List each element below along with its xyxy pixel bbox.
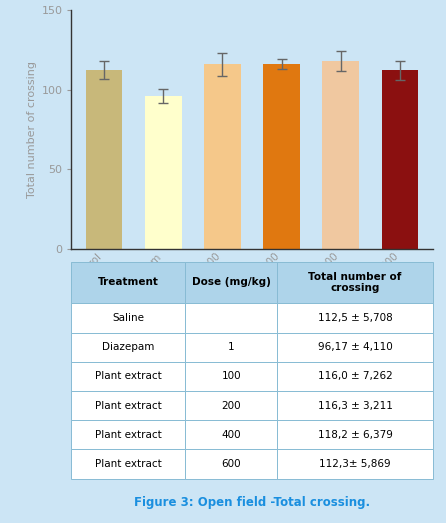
Text: Plant extract: Plant extract (95, 401, 161, 411)
Text: 118,2 ± 6,379: 118,2 ± 6,379 (318, 430, 392, 440)
FancyBboxPatch shape (185, 262, 277, 303)
Bar (263, 64, 300, 249)
FancyBboxPatch shape (277, 449, 433, 479)
Bar (86, 70, 122, 249)
FancyBboxPatch shape (71, 391, 185, 420)
Text: Saline: Saline (112, 313, 144, 323)
Text: 96,17 ± 4,110: 96,17 ± 4,110 (318, 342, 392, 352)
FancyBboxPatch shape (277, 333, 433, 362)
Text: Dose (mg/kg): Dose (mg/kg) (192, 278, 271, 288)
Bar (204, 64, 241, 249)
Text: 400: 400 (221, 430, 241, 440)
FancyBboxPatch shape (71, 420, 185, 449)
Text: Figure 3: Open field -Total crossing.: Figure 3: Open field -Total crossing. (134, 496, 370, 508)
FancyBboxPatch shape (277, 303, 433, 333)
Text: 116,0 ± 7,262: 116,0 ± 7,262 (318, 371, 392, 381)
FancyBboxPatch shape (71, 449, 185, 479)
Text: Plant extract: Plant extract (95, 459, 161, 469)
Text: 1: 1 (228, 342, 235, 352)
FancyBboxPatch shape (277, 391, 433, 420)
Bar (382, 71, 418, 249)
FancyBboxPatch shape (71, 262, 185, 303)
FancyBboxPatch shape (185, 362, 277, 391)
FancyBboxPatch shape (185, 449, 277, 479)
Y-axis label: Total number of crossing: Total number of crossing (27, 61, 37, 198)
Bar (322, 61, 359, 249)
FancyBboxPatch shape (185, 420, 277, 449)
Text: 116,3 ± 3,211: 116,3 ± 3,211 (318, 401, 392, 411)
Bar (145, 96, 182, 249)
FancyBboxPatch shape (185, 333, 277, 362)
FancyBboxPatch shape (185, 303, 277, 333)
FancyBboxPatch shape (71, 303, 185, 333)
FancyBboxPatch shape (71, 362, 185, 391)
Text: Total number of
crossing: Total number of crossing (308, 271, 402, 293)
Text: 112,3± 5,869: 112,3± 5,869 (319, 459, 391, 469)
Text: 112,5 ± 5,708: 112,5 ± 5,708 (318, 313, 392, 323)
Text: Treatment: Treatment (98, 278, 159, 288)
Text: 600: 600 (221, 459, 241, 469)
Text: Plant extract: Plant extract (95, 430, 161, 440)
Text: 100: 100 (221, 371, 241, 381)
FancyBboxPatch shape (185, 391, 277, 420)
Text: Diazepam: Diazepam (102, 342, 154, 352)
FancyBboxPatch shape (71, 333, 185, 362)
Text: Plant extract: Plant extract (95, 371, 161, 381)
FancyBboxPatch shape (277, 420, 433, 449)
Text: 200: 200 (221, 401, 241, 411)
FancyBboxPatch shape (277, 362, 433, 391)
FancyBboxPatch shape (277, 262, 433, 303)
